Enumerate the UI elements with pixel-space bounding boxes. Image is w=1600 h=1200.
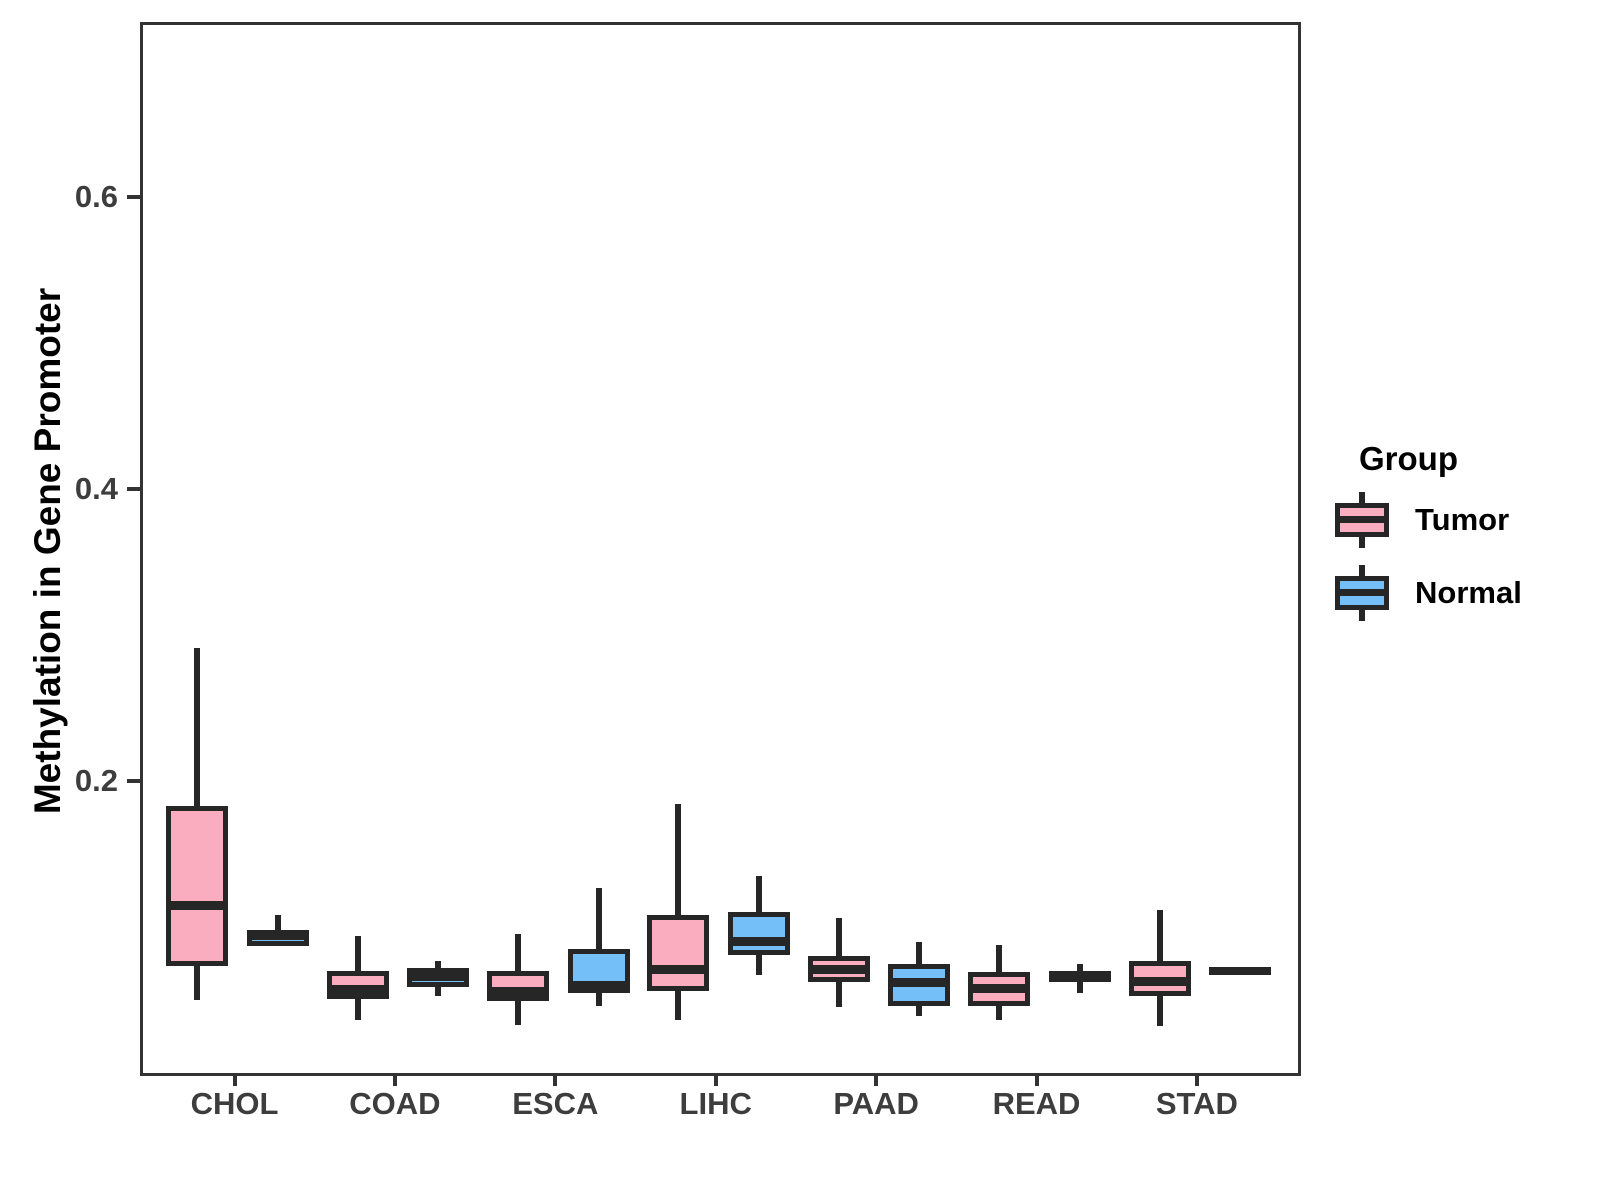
box-lihc-normal <box>728 912 790 955</box>
box-chol-tumor <box>166 805 229 967</box>
legend-key-whisker <box>1359 492 1365 504</box>
box-lihc-tumor <box>647 915 710 992</box>
legend-key-median <box>1335 589 1389 596</box>
box-stad-normal <box>1209 966 1272 975</box>
x-tick-label-esca: ESCA <box>512 1086 599 1121</box>
legend-key-whisker <box>1359 609 1365 621</box>
legend-label-normal: Normal <box>1415 575 1522 610</box>
box-coad-tumor-median <box>326 985 389 995</box>
legend-label-tumor: Tumor <box>1415 502 1510 537</box>
x-tick-mark <box>1034 1073 1039 1086</box>
x-tick-label-coad: COAD <box>349 1086 441 1121</box>
plot-panel <box>140 22 1301 1076</box>
box-esca-tumor <box>487 970 549 1002</box>
box-lihc-normal-median <box>728 937 790 947</box>
legend: Group Tumor Normal <box>1335 440 1522 638</box>
x-tick-label-lihc: LIHC <box>679 1086 752 1121</box>
box-lihc-tumor-whisker <box>675 804 682 1021</box>
y-tick-mark <box>127 487 140 492</box>
box-esca-tumor-median <box>487 986 549 996</box>
y-tick-mark <box>127 778 140 783</box>
y-tick-label-0.4: 0.4 <box>74 471 118 507</box>
box-stad-tumor-median <box>1128 976 1191 986</box>
y-tick-mark <box>127 195 140 200</box>
box-chol-normal-median <box>246 931 309 941</box>
x-tick-label-paad: PAAD <box>833 1086 919 1121</box>
box-read-tumor-median <box>968 983 1031 993</box>
legend-title: Group <box>1359 440 1458 477</box>
legend-key-whisker <box>1359 536 1365 548</box>
box-esca-normal-whisker <box>595 887 602 1006</box>
x-tick-mark <box>874 1073 879 1086</box>
legend-entries: Tumor Normal <box>1335 492 1522 621</box>
legend-entry-normal: Normal <box>1335 565 1522 621</box>
box-read-normal-median <box>1048 972 1111 982</box>
x-tick-mark <box>392 1073 397 1086</box>
y-tick-label-0.2: 0.2 <box>74 762 118 798</box>
legend-key-whisker <box>1359 565 1365 577</box>
box-paad-tumor-median <box>807 964 870 974</box>
x-tick-label-stad: STAD <box>1155 1086 1238 1121</box>
x-tick-mark <box>553 1073 558 1086</box>
box-paad-normal-median <box>888 978 951 987</box>
box-chol-tumor-median <box>166 900 229 910</box>
legend-entry-tumor: Tumor <box>1335 492 1522 548</box>
legend-key-boxplot-icon <box>1335 492 1389 548</box>
x-tick-label-read: READ <box>992 1086 1081 1121</box>
legend-key-median <box>1335 516 1389 523</box>
legend-key-boxplot-icon <box>1335 565 1389 621</box>
x-tick-label-chol: CHOL <box>190 1086 279 1121</box>
box-esca-normal-median <box>567 980 630 990</box>
box-coad-normal-median <box>407 972 470 982</box>
x-tick-mark <box>713 1073 718 1086</box>
y-tick-label-0.6: 0.6 <box>74 179 118 215</box>
box-lihc-tumor-median <box>647 964 710 974</box>
x-tick-mark <box>232 1073 237 1086</box>
x-tick-mark <box>1194 1073 1199 1086</box>
